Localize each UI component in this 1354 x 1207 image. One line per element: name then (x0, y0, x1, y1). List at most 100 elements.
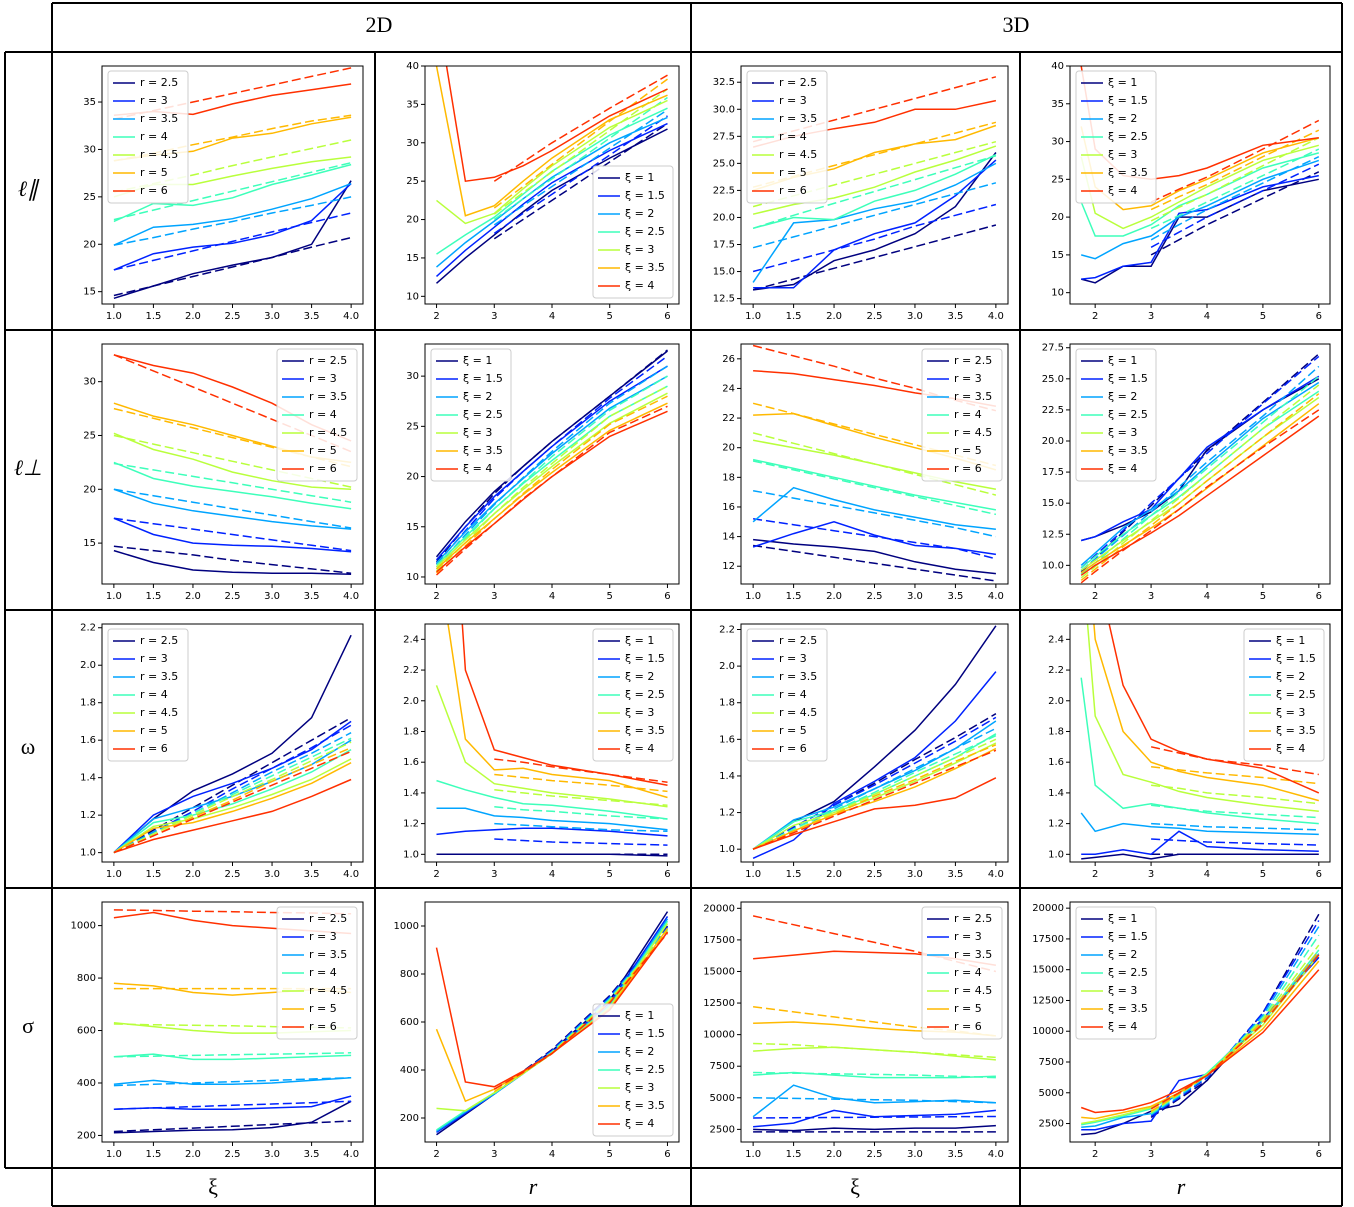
series-line (752, 1084, 996, 1118)
series-line (752, 486, 996, 530)
y-tick-label: 30 (83, 144, 96, 155)
legend-label: ξ = 1 (1108, 912, 1137, 925)
axes-frame (1069, 901, 1331, 1143)
y-tick-label: 2.0 (1048, 696, 1064, 707)
y-tick-label: 32.5 (713, 77, 735, 88)
y-tick-label: 10 (406, 572, 419, 583)
legend-box (1243, 628, 1325, 762)
y-tick-label: 24 (722, 383, 735, 394)
legend-label: ξ = 4 (625, 1117, 654, 1130)
fit-line (113, 732, 352, 854)
y-tick-label: 1.8 (719, 698, 735, 709)
series-line (753, 1124, 996, 1132)
y-tick-label: 1000 (71, 921, 96, 932)
column-label: ξ (850, 1174, 860, 1199)
series-line (752, 747, 997, 850)
x-tick-label: 1.5 (145, 311, 161, 322)
fit-line (752, 735, 997, 850)
legend-label: r = 6 (309, 462, 337, 475)
x-tick-label: 3 (491, 869, 497, 880)
fit-line (493, 74, 668, 182)
series-line (1081, 830, 1319, 856)
legend-label: ξ = 4 (1108, 184, 1137, 197)
series-line (1080, 144, 1319, 230)
y-tick-label: 1.6 (1048, 757, 1064, 768)
y-tick-label: 1.8 (1048, 726, 1064, 737)
legend-label: ξ = 2.5 (1108, 966, 1148, 979)
y-tick-label: 20 (722, 443, 735, 454)
y-tick-label: 15000 (703, 966, 735, 977)
y-tick-label: 2.2 (403, 665, 419, 676)
legend-label: ξ = 2 (1108, 390, 1137, 403)
legend-label: ξ = 3.5 (463, 444, 503, 457)
series-line (1108, 624, 1320, 794)
y-tick-label: 17500 (703, 935, 735, 946)
series-line (113, 549, 352, 576)
x-tick-label: 5 (607, 311, 613, 322)
legend-label: ξ = 2.5 (1276, 688, 1316, 701)
series-line (1086, 624, 1319, 813)
fit-line (1151, 838, 1319, 846)
axes-frame (101, 343, 364, 585)
fit-line (1150, 171, 1320, 256)
x-tick-label: 2.0 (185, 591, 201, 602)
fit-line (435, 395, 668, 574)
y-tick-label: 1.2 (403, 819, 419, 830)
x-tick-label: 5 (1260, 311, 1266, 322)
x-tick-label: 2 (1092, 591, 1098, 602)
legend-label: r = 3.5 (954, 390, 992, 403)
y-tick-label: 25 (1051, 174, 1064, 185)
legend-box (746, 628, 828, 762)
x-tick-label: 1.5 (786, 591, 802, 602)
legend-label: ξ = 2.5 (625, 225, 665, 238)
legend-label: ξ = 2 (1108, 948, 1137, 961)
legend-label: r = 6 (954, 1020, 982, 1033)
column-label: ξ (208, 1174, 218, 1199)
fit-line (494, 773, 668, 793)
y-tick-label: 2.2 (1048, 665, 1064, 676)
y-tick-label: 22 (722, 413, 735, 424)
y-tick-label: 1.8 (80, 698, 96, 709)
y-tick-label: 1.4 (719, 771, 735, 782)
series-line (752, 742, 997, 850)
legend-label: r = 4 (954, 408, 982, 421)
x-tick-label: 2 (1092, 311, 1098, 322)
x-tick-label: 4 (549, 311, 555, 322)
y-tick-label: 1.8 (403, 726, 419, 737)
x-tick-label: 1.0 (745, 1149, 761, 1160)
legend-label: r = 3 (954, 372, 982, 385)
legend-label: ξ = 3 (625, 243, 654, 256)
axes-frame (424, 343, 680, 585)
legend-label: r = 6 (779, 742, 807, 755)
series-line (752, 720, 997, 850)
x-tick-label: 2 (433, 591, 439, 602)
subplot: 2 3 4 5 6 10.0 12.5 15.0 17.5 20.0 22.5 25.0 27.5 ξ =… (1042, 343, 1331, 602)
legend-label: ξ = 4 (1108, 1020, 1137, 1033)
x-tick-label: 1.5 (145, 869, 161, 880)
x-tick-label: 4.0 (343, 591, 359, 602)
legend: ξ = 1 ξ = 1.5 ξ = 2 ξ = 2.5 ξ = 3 ξ = 3.5 ξ = … (592, 165, 674, 299)
series-line (436, 107, 668, 255)
legend-label: ξ = 2.5 (625, 1063, 665, 1076)
series-line (753, 159, 997, 289)
legend-box (276, 906, 358, 1040)
x-tick-label: 4 (1204, 311, 1210, 322)
plot-area (113, 909, 352, 1134)
legend-box (592, 628, 674, 762)
fit-line (752, 460, 997, 516)
legend-label: ξ = 1.5 (625, 652, 665, 665)
x-tick-label: 3 (1148, 311, 1154, 322)
fit-line (752, 749, 997, 850)
series-line (752, 777, 997, 850)
legend-label: ξ = 3 (1276, 706, 1305, 719)
legend-label: r = 4.5 (309, 426, 347, 439)
legend-label: ξ = 1 (625, 1009, 654, 1022)
legend-label: r = 3 (954, 930, 982, 943)
series-line (435, 402, 668, 570)
y-tick-label: 10000 (703, 1030, 735, 1041)
legend-label: ξ = 4 (625, 279, 654, 292)
subplot: 2 3 4 5 6 2500 5000 7500 10000 12500 15000 17500 200… (1032, 901, 1331, 1160)
series-line (113, 180, 352, 300)
